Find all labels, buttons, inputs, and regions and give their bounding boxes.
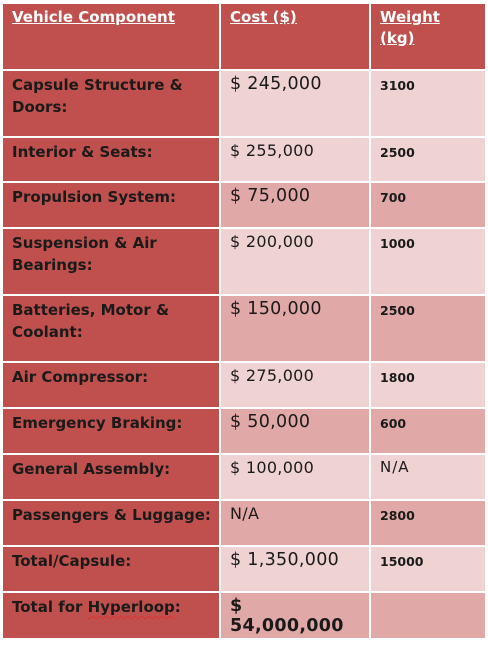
component-name: Capsule Structure & Doors: [3, 71, 221, 138]
total-label-part: Total for [12, 598, 88, 616]
component-name-line1: Suspension & Air [12, 234, 157, 252]
cost-value: $ 54,000,000 [221, 593, 371, 640]
component-name-line2: Doors: [12, 98, 68, 116]
cost-value: $ 245,000 [221, 71, 371, 138]
table-row: Passengers & Luggage: N/A 2800 [3, 501, 485, 547]
cost-value: $ 50,000 [221, 409, 371, 455]
weight-value: 3100 [371, 71, 485, 138]
component-name-line2: Bearings: [12, 256, 93, 274]
component-name: Air Compressor: [3, 363, 221, 409]
weight-value: 2500 [371, 138, 485, 183]
component-name: Propulsion System: [3, 183, 221, 229]
header-vehicle-component: Vehicle Component [3, 4, 221, 71]
weight-value: 15000 [371, 547, 485, 593]
weight-value: N/A [371, 455, 485, 501]
component-name: General Assembly: [3, 455, 221, 501]
weight-value: 1800 [371, 363, 485, 409]
header-weight: Weight (kg) [371, 4, 485, 71]
table-row: Suspension & Air Bearings: $ 200,000 100… [3, 229, 485, 296]
component-name: Interior & Seats: [3, 138, 221, 183]
table-row: Total for Hyperloop: $ 54,000,000 [3, 593, 485, 640]
component-name-line2: Coolant: [12, 323, 83, 341]
table-row: Capsule Structure & Doors: $ 245,000 310… [3, 71, 485, 138]
cost-value: $ 255,000 [221, 138, 371, 183]
cost-value: $ 150,000 [221, 296, 371, 363]
total-label-colon: : [174, 598, 181, 616]
cost-value: $ 75,000 [221, 183, 371, 229]
weight-value [371, 593, 485, 640]
table-row: General Assembly: $ 100,000 N/A [3, 455, 485, 501]
spellcheck-word: Hyperloop [87, 598, 175, 616]
cost-value: $ 1,350,000 [221, 547, 371, 593]
header-weight-line2: (kg) [380, 29, 415, 47]
component-name: Batteries, Motor & Coolant: [3, 296, 221, 363]
table-row: Air Compressor: $ 275,000 1800 [3, 363, 485, 409]
table-row: Batteries, Motor & Coolant: $ 150,000 25… [3, 296, 485, 363]
weight-value: 700 [371, 183, 485, 229]
weight-value: 2500 [371, 296, 485, 363]
header-cost: Cost ($) [221, 4, 371, 71]
cost-value: $ 100,000 [221, 455, 371, 501]
table-row: Interior & Seats: $ 255,000 2500 [3, 138, 485, 183]
component-name: Passengers & Luggage: [3, 501, 221, 547]
component-name: Total for Hyperloop: [3, 593, 221, 640]
weight-value: 600 [371, 409, 485, 455]
cost-value: $ 275,000 [221, 363, 371, 409]
header-row: Vehicle Component Cost ($) Weight (kg) [3, 4, 485, 71]
cost-value: $ 200,000 [221, 229, 371, 296]
cost-weight-table: Vehicle Component Cost ($) Weight (kg) C… [3, 4, 485, 640]
header-weight-line1: Weight [380, 8, 440, 26]
weight-value: 2800 [371, 501, 485, 547]
cost-value: N/A [221, 501, 371, 547]
component-name-line1: Batteries, Motor & [12, 301, 170, 319]
component-name-line1: Capsule Structure & [12, 76, 183, 94]
component-name: Emergency Braking: [3, 409, 221, 455]
weight-value: 1000 [371, 229, 485, 296]
table-row: Total/Capsule: $ 1,350,000 15000 [3, 547, 485, 593]
table-row: Emergency Braking: $ 50,000 600 [3, 409, 485, 455]
component-name: Total/Capsule: [3, 547, 221, 593]
component-name: Suspension & Air Bearings: [3, 229, 221, 296]
table-row: Propulsion System: $ 75,000 700 [3, 183, 485, 229]
